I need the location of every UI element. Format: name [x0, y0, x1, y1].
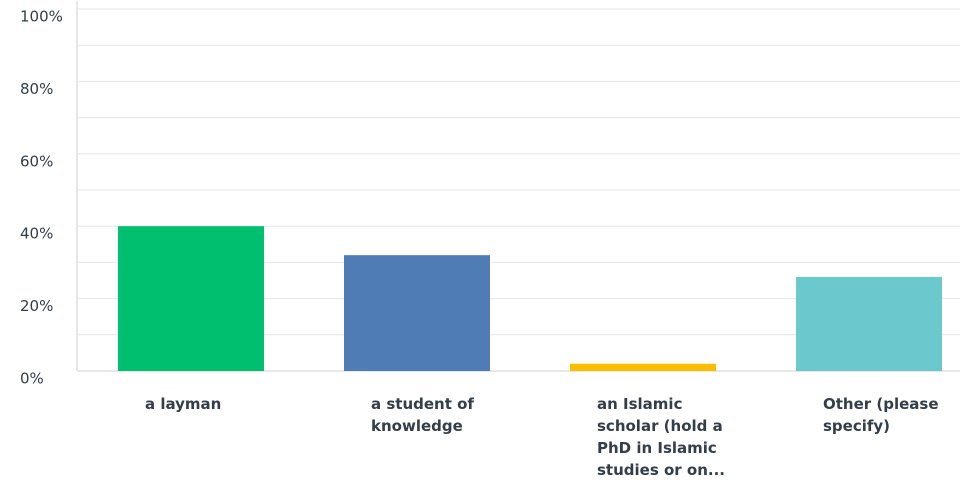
- y-tick-label: 60%: [20, 152, 53, 170]
- x-tick-label: a layman: [145, 395, 222, 413]
- y-tick-label: 0%: [20, 370, 44, 388]
- y-tick-label: 40%: [20, 225, 53, 243]
- bar: [570, 363, 716, 371]
- y-tick-label: 80%: [20, 80, 53, 98]
- y-tick-label: 20%: [20, 297, 53, 315]
- y-tick-label: 100%: [20, 8, 63, 26]
- x-tick-label: an Islamic scholar (hold a PhD in Islami…: [597, 395, 725, 479]
- bar: [796, 276, 942, 371]
- x-tick-label: Other (please specify): [823, 395, 939, 435]
- bar: [344, 255, 490, 371]
- x-tick-label: a student of knowledge: [371, 395, 474, 435]
- bar: [118, 226, 264, 371]
